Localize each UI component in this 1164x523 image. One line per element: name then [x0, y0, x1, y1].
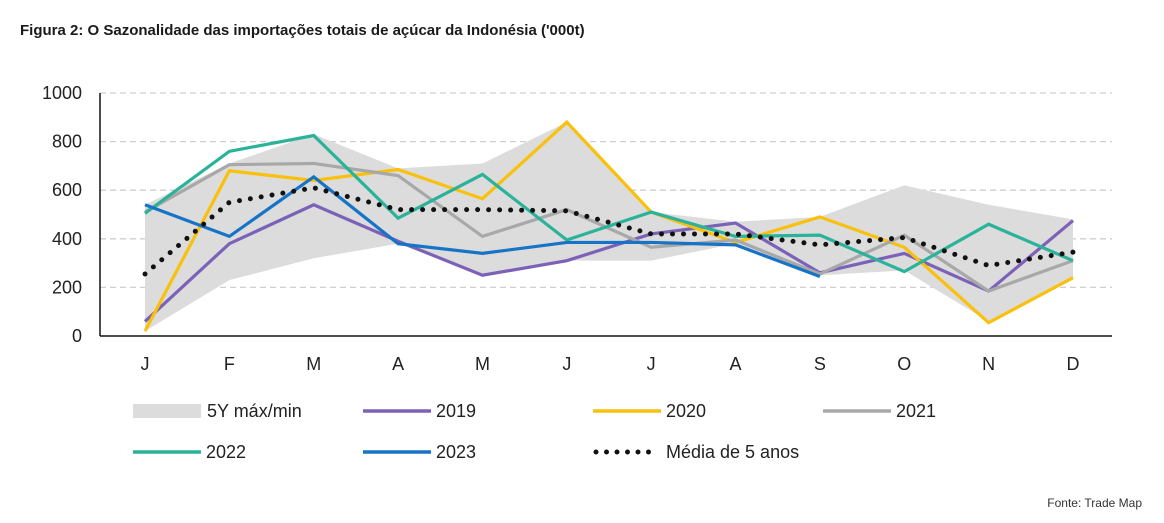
y-tick-label: 1000	[42, 83, 82, 103]
y-tick-label: 0	[72, 326, 82, 346]
legend-item-2020: 2020	[593, 401, 706, 421]
axes: 0 200 400 600 800 1000 J F M A M J J A S O N D	[42, 83, 1112, 374]
x-tick-label: D	[1067, 354, 1080, 374]
chart-title: Figura 2: O Sazonalidade das importações…	[20, 22, 585, 39]
x-tick-label: O	[897, 354, 911, 374]
legend-item-2022: 2022	[133, 442, 246, 462]
x-tick-label: J	[141, 354, 150, 374]
legend-item-2019: 2019	[363, 401, 476, 421]
series-line-m-dia-de-5-anos	[142, 185, 1076, 277]
legend-item-m-dia-de-5-anos: Média de 5 anos	[593, 442, 799, 462]
y-tick-label: 600	[52, 180, 82, 200]
x-tick-label: N	[982, 354, 995, 374]
x-tick-label: F	[224, 354, 235, 374]
x-tick-label: J	[647, 354, 656, 374]
legend-item-2023: 2023	[363, 442, 476, 462]
y-tick-label: 400	[52, 229, 82, 249]
legend-label: 2021	[896, 401, 936, 421]
legend-label: 2023	[436, 442, 476, 462]
legend-swatch	[133, 404, 201, 418]
x-tick-label: J	[562, 354, 571, 374]
series-line-2023	[144, 174, 821, 278]
legend-label: Média de 5 anos	[666, 442, 799, 462]
legend-label: 2022	[206, 442, 246, 462]
series-lines	[142, 119, 1076, 332]
series-line-2021	[144, 161, 1074, 293]
x-tick-label: S	[814, 354, 826, 374]
series-line-2022	[144, 133, 1074, 274]
legend-label: 2020	[666, 401, 706, 421]
x-tick-label: A	[392, 354, 404, 374]
legend-label: 2019	[436, 401, 476, 421]
legend-label: 5Y máx/min	[207, 401, 302, 421]
x-tick-label: M	[475, 354, 490, 374]
x-tick-label: A	[730, 354, 742, 374]
y-tick-label: 800	[52, 132, 82, 152]
legend-item-5y-m-x-min: 5Y máx/min	[133, 401, 302, 421]
y-tick-label: 200	[52, 277, 82, 297]
x-tick-label: M	[306, 354, 321, 374]
legend-item-2021: 2021	[823, 401, 936, 421]
legend: 5Y máx/min 2019 2020 2021 2022 2023 Média de 5…	[133, 401, 936, 462]
source-note: Fonte: Trade Map	[1047, 496, 1142, 510]
series-line-2020	[143, 119, 1074, 332]
